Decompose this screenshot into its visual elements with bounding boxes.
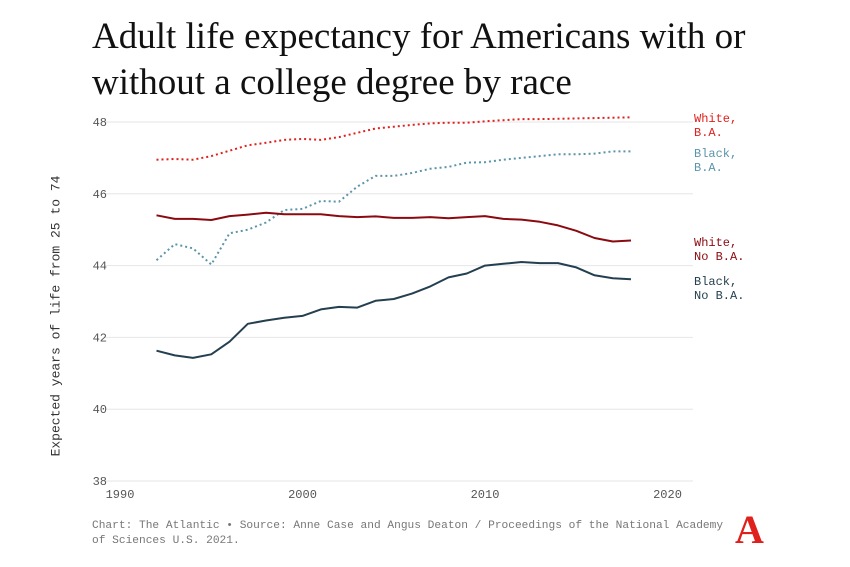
- x-tick-label: 2000: [288, 488, 317, 502]
- series-label: Black,: [694, 147, 737, 161]
- y-tick-label: 44: [93, 260, 107, 274]
- series-label: Black,: [694, 275, 737, 289]
- series-line-black-b-a: [155, 150, 631, 266]
- series-label: B.A.: [694, 161, 723, 175]
- source-note: Chart: The Atlantic • Source: Anne Case …: [92, 520, 724, 547]
- y-tick-label: 38: [93, 475, 107, 489]
- series-label: No B.A.: [694, 289, 744, 303]
- series-line-white-no-b-a: [156, 211, 632, 243]
- y-tick-label: 48: [93, 116, 107, 130]
- series-label: White,: [694, 236, 737, 250]
- x-tick-label: 2010: [471, 488, 500, 502]
- y-tick-label: 46: [93, 188, 107, 202]
- series-label: No B.A.: [694, 250, 744, 264]
- y-tick-label: 42: [93, 331, 107, 345]
- series-line-black-no-b-a: [156, 261, 632, 359]
- atlantic-logo: A: [735, 507, 764, 552]
- series-line-white-b-a: [156, 116, 632, 161]
- y-tick-label: 40: [93, 403, 107, 417]
- chart-title: Adult life expectancy for Americans with…: [92, 16, 746, 103]
- x-tick-label: 1990: [106, 488, 135, 502]
- x-tick-label: 2020: [653, 488, 682, 502]
- series-label: B.A.: [694, 126, 723, 140]
- series-label: White,: [694, 112, 737, 126]
